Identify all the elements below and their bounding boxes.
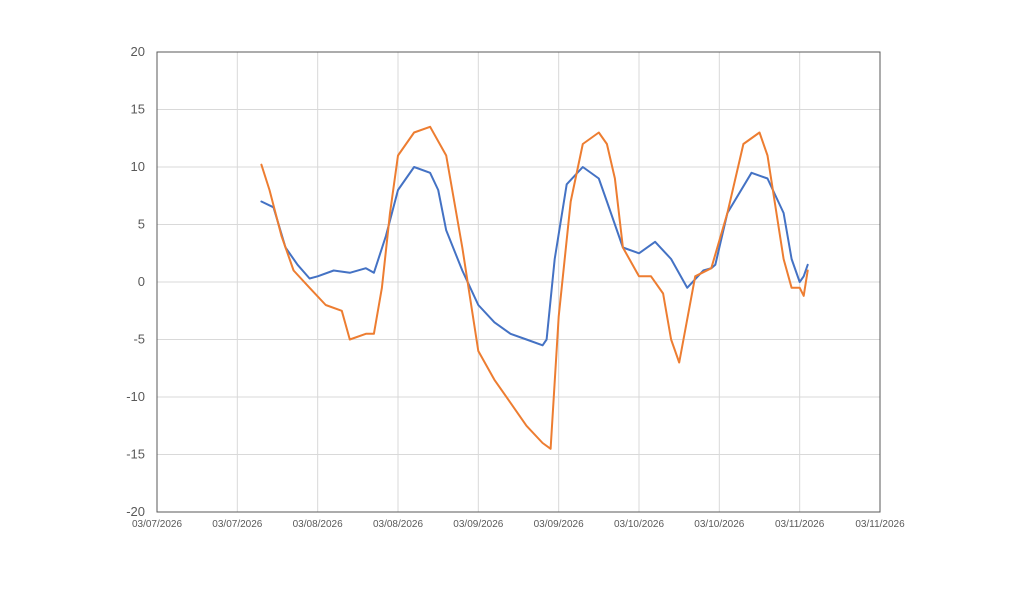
x-tick-label: 03/07/2026 xyxy=(212,519,262,530)
y-tick-label: -20 xyxy=(126,504,145,519)
y-tick-label: -5 xyxy=(133,332,145,347)
x-tick-label: 03/09/2026 xyxy=(534,519,584,530)
y-tick-label: 10 xyxy=(131,159,145,174)
y-tick-label: 20 xyxy=(131,44,145,59)
series-layer xyxy=(260,125,809,450)
x-tick-label: 03/10/2026 xyxy=(614,519,664,530)
x-tick-label: 03/11/2026 xyxy=(855,519,905,530)
y-tick-label: 5 xyxy=(138,217,145,232)
x-axis-tick-labels: 03/07/2026 03/07/2026 03/08/2026 03/08/2026… xyxy=(132,519,905,530)
x-tick-label: 03/08/2026 xyxy=(373,519,423,530)
series-line-2 xyxy=(260,125,809,450)
series-line-1 xyxy=(260,166,809,347)
x-tick-label: 03/11/2026 xyxy=(775,519,825,530)
y-tick-label: 15 xyxy=(131,102,145,117)
plot-area-frame xyxy=(156,51,881,513)
y-tick-label: 0 xyxy=(138,274,145,289)
x-tick-label: 03/09/2026 xyxy=(453,519,503,530)
x-tick-label: 03/07/2026 xyxy=(132,519,182,530)
y-axis-tick-labels: 20 15 10 5 0 -5 -10 -15 -20 xyxy=(126,44,145,519)
x-tick-label: 03/08/2026 xyxy=(293,519,343,530)
y-tick-label: -10 xyxy=(126,389,145,404)
x-tick-label: 03/10/2026 xyxy=(694,519,744,530)
y-tick-label: -15 xyxy=(126,447,145,462)
